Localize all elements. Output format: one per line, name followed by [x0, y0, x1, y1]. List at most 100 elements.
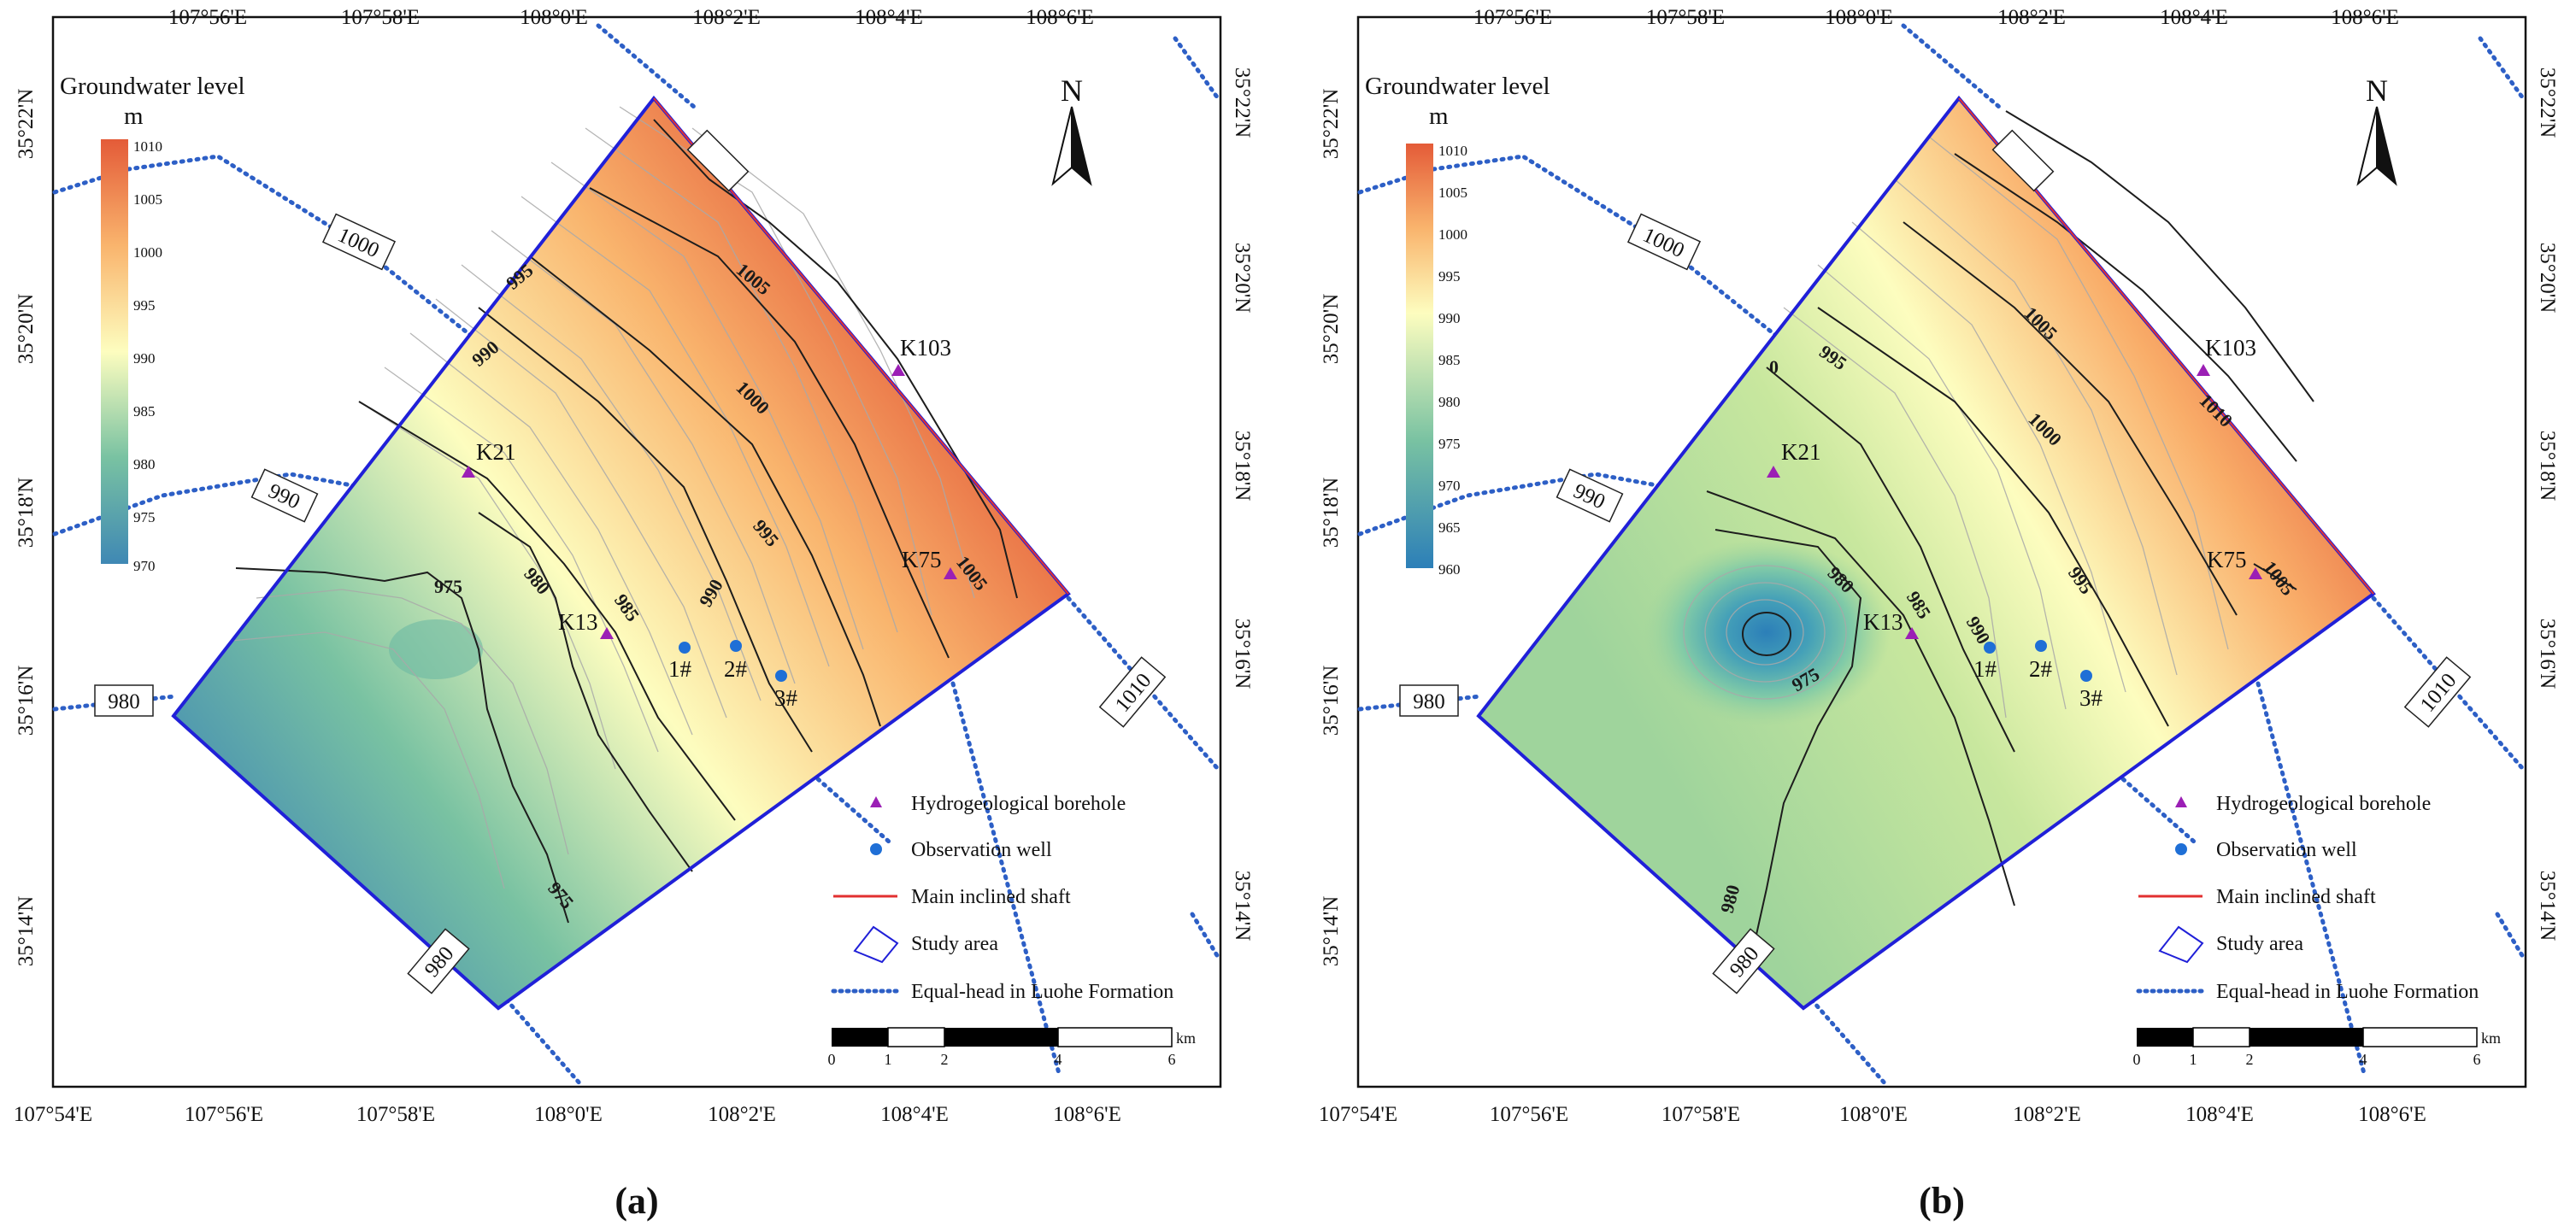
well-label: 3#: [774, 685, 798, 711]
colorbar-tick: 965: [1438, 519, 1461, 536]
panel-label: (b): [1919, 1180, 1965, 1222]
svg-text:35°14'N: 35°14'N: [1320, 896, 1343, 967]
borehole-marker: [1905, 627, 1919, 639]
svg-text:35°18'N: 35°18'N: [1231, 431, 1254, 502]
borehole-marker: [600, 627, 614, 639]
colorbar-unit: m: [124, 103, 144, 130]
legend-item: Main inclined shaft: [911, 886, 1071, 908]
colorbar-title: Groundwater level: [60, 73, 245, 100]
legend-item: Study area: [2216, 933, 2303, 955]
panel-label: (a): [615, 1180, 658, 1222]
colorbar-tick: 970: [133, 558, 156, 574]
svg-text:35°16'N: 35°16'N: [1231, 619, 1254, 689]
well-marker: [775, 670, 787, 682]
borehole-label: K103: [900, 335, 951, 361]
svg-text:107°56'E: 107°56'E: [1490, 1103, 1568, 1126]
svg-text:108°2'E: 108°2'E: [2013, 1103, 2081, 1126]
well-marker: [730, 640, 742, 652]
svg-text:35°16'N: 35°16'N: [1320, 666, 1343, 736]
equal-head-line-right-bottom: [950, 681, 1062, 1079]
contour-995: [529, 255, 881, 727]
legend-study-area-symbol: [2158, 925, 2204, 964]
svg-text:km: km: [1176, 1030, 1196, 1047]
legend-well-symbol: [2175, 843, 2187, 855]
svg-text:6: 6: [2473, 1051, 2481, 1068]
svg-text:108°6'E: 108°6'E: [1026, 6, 1094, 29]
legend-item: Hydrogeological borehole: [911, 793, 1126, 815]
borehole-label: K75: [902, 547, 942, 572]
svg-text:35°18'N: 35°18'N: [15, 478, 38, 549]
legend-study-area-symbol: [853, 925, 899, 964]
borehole-label: K21: [476, 439, 516, 465]
contour-label: 0: [1769, 356, 1779, 378]
contour-970: [1742, 612, 1791, 656]
svg-text:107°58'E: 107°58'E: [356, 1103, 435, 1126]
svg-text:35°20'N: 35°20'N: [2536, 243, 2559, 314]
contour-990: [1766, 367, 2015, 753]
colorbar-tick: 975: [1438, 436, 1461, 452]
borehole-label: K75: [2207, 547, 2247, 572]
legend-borehole-symbol: [870, 796, 882, 807]
colorbar: Groundwater level m 1010 1005 1000 995 9…: [1365, 73, 1550, 578]
svg-text:35°20'N: 35°20'N: [1231, 243, 1254, 314]
borehole-marker: [891, 364, 905, 376]
svg-text:108°4'E: 108°4'E: [855, 6, 923, 29]
svg-text:108°0'E: 108°0'E: [534, 1103, 603, 1126]
well-label: 1#: [1973, 656, 1997, 682]
svg-text:35°14'N: 35°14'N: [15, 896, 38, 967]
svg-text:107°58'E: 107°58'E: [1661, 1103, 1740, 1126]
contour-980: [478, 512, 693, 872]
svg-text:108°2'E: 108°2'E: [692, 6, 761, 29]
legend: Hydrogeological borehole Observation wel…: [2136, 793, 2479, 1003]
svg-text:2: 2: [2246, 1051, 2254, 1068]
coordinate-labels: 107°56'E 107°58'E 108°0'E 108°2'E 108°4'…: [1319, 6, 2559, 1126]
contour-995: [1817, 307, 2169, 727]
colorbar-tick: 960: [1438, 561, 1461, 578]
colorbar-tick: 1010: [133, 138, 162, 155]
svg-text:108°6'E: 108°6'E: [2358, 1103, 2426, 1126]
svg-text:35°16'N: 35°16'N: [2536, 619, 2559, 689]
borehole-marker: [944, 567, 957, 579]
svg-text:35°22'N: 35°22'N: [1320, 89, 1343, 160]
svg-text:1: 1: [885, 1051, 892, 1068]
contour-1010: [2005, 110, 2314, 402]
contour-990: [478, 307, 813, 753]
observation-wells: 1# 2# 3#: [1973, 640, 2103, 711]
svg-text:35°18'N: 35°18'N: [1320, 478, 1343, 549]
svg-text:35°20'N: 35°20'N: [15, 294, 38, 365]
legend-item: Equal-head in Luohe Formation: [911, 981, 1173, 1003]
equal-head-label: 980: [108, 690, 140, 713]
contour-975: [235, 567, 569, 924]
colorbar-tick: 1005: [133, 191, 162, 208]
study-area-fill: [1479, 98, 2373, 1008]
equal-head-line-top: [596, 23, 697, 109]
legend-item: Hydrogeological borehole: [2216, 793, 2431, 815]
colorbar-tick: 975: [133, 509, 156, 525]
svg-text:108°4'E: 108°4'E: [2185, 1103, 2254, 1126]
svg-text:35°22'N: 35°22'N: [2536, 67, 2559, 138]
colorbar-ramp: [101, 139, 128, 564]
svg-text:107°54'E: 107°54'E: [14, 1103, 92, 1126]
labeled-contours: [1706, 110, 2314, 966]
svg-text:107°54'E: 107°54'E: [1319, 1103, 1397, 1126]
well-marker: [2035, 640, 2047, 652]
svg-text:km: km: [2481, 1030, 2501, 1047]
svg-text:0: 0: [2133, 1051, 2141, 1068]
colorbar-tick: 980: [1438, 394, 1461, 410]
svg-text:108°4'E: 108°4'E: [880, 1103, 949, 1126]
well-label: 2#: [724, 656, 748, 682]
borehole-label: K21: [1781, 439, 1821, 465]
local-low: [389, 619, 483, 679]
colorbar-tick: 1000: [133, 244, 162, 261]
contour-1005-lower: [2253, 563, 2297, 590]
borehole-label: K13: [1863, 609, 1903, 635]
depression-cone: [1643, 538, 1891, 726]
svg-text:108°2'E: 108°2'E: [708, 1103, 776, 1126]
colorbar-tick: 985: [133, 403, 156, 419]
well-marker: [679, 642, 691, 654]
borehole-label: K103: [2205, 335, 2256, 361]
colorbar-tick: 990: [1438, 310, 1461, 326]
contour-label: 975: [434, 576, 462, 597]
colorbar-ramp: [1406, 144, 1433, 568]
